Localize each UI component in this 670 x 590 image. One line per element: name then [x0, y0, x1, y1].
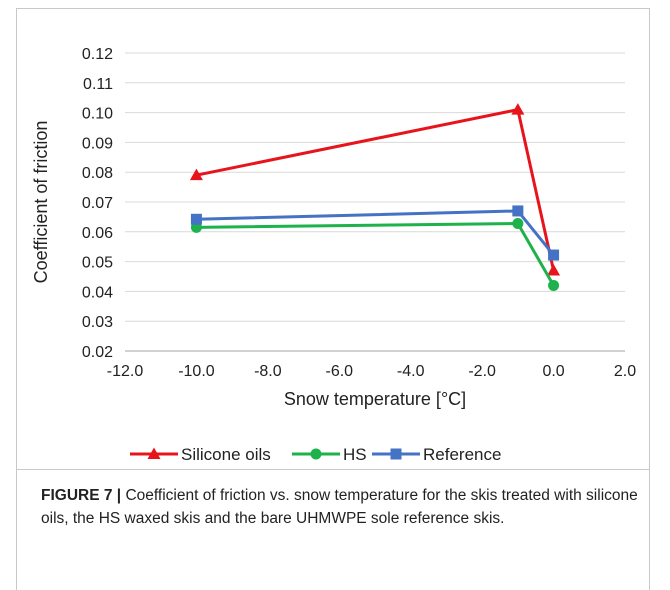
- data-point-circle: [512, 218, 523, 229]
- data-point-circle: [548, 280, 559, 291]
- legend-label: HS: [343, 445, 367, 464]
- caption-text: Coefficient of friction vs. snow tempera…: [41, 487, 638, 527]
- data-point-square: [512, 205, 523, 216]
- y-tick-label: 0.12: [82, 46, 113, 63]
- x-tick-label: -8.0: [254, 363, 282, 380]
- x-tick-label: -4.0: [397, 363, 425, 380]
- legend: Silicone oils HS Reference: [130, 445, 501, 464]
- y-tick-label: 0.04: [82, 284, 113, 301]
- y-tick-label: 0.07: [82, 195, 113, 212]
- y-tick-label: 0.02: [82, 344, 113, 361]
- data-point-square: [548, 250, 559, 261]
- y-tick-label: 0.09: [82, 135, 113, 152]
- figure-caption: FIGURE 7 | Coefficient of friction vs. s…: [41, 484, 641, 530]
- series-group: [190, 103, 560, 291]
- series-reference: [191, 205, 559, 260]
- x-tick-label: 2.0: [614, 363, 636, 380]
- legend-label: Reference: [423, 445, 501, 464]
- y-axis-label: Coefficient of friction: [31, 121, 51, 284]
- x-tick-label: -10.0: [178, 363, 215, 380]
- series-line: [196, 211, 553, 255]
- figure-label: FIGURE 7 |: [41, 487, 121, 504]
- data-point-square: [391, 449, 402, 460]
- series-hs: [191, 218, 559, 291]
- series-line: [196, 110, 553, 271]
- y-tick-label: 0.08: [82, 165, 113, 182]
- axes: 0.02 0.03 0.04 0.05 0.06 0.07 0.08 0.09 0.10 0.11…: [82, 46, 636, 380]
- x-tick-label: -12.0: [107, 363, 144, 380]
- data-point-triangle: [511, 103, 524, 115]
- figure-panel: 0.02 0.03 0.04 0.05 0.06 0.07 0.08 0.09 0.10 0.11…: [16, 8, 650, 590]
- legend-item: HS: [292, 445, 367, 464]
- y-tick-label: 0.06: [82, 225, 113, 242]
- y-tick-label: 0.10: [82, 106, 113, 123]
- legend-label: Silicone oils: [181, 445, 271, 464]
- y-tick-label: 0.03: [82, 314, 113, 331]
- legend-item: Silicone oils: [130, 445, 271, 464]
- x-axis-label: Snow temperature [°C]: [284, 389, 466, 409]
- series-silicone-oils: [190, 103, 560, 275]
- data-point-triangle: [547, 264, 560, 276]
- data-point-square: [191, 214, 202, 225]
- y-tick-label: 0.11: [83, 76, 113, 93]
- x-tick-label: -6.0: [325, 363, 353, 380]
- series-line: [196, 223, 553, 285]
- x-tick-label: -2.0: [468, 363, 496, 380]
- legend-item: Reference: [372, 445, 501, 464]
- y-tick-label: 0.05: [82, 255, 113, 272]
- data-point-circle: [311, 449, 322, 460]
- caption-divider: [17, 469, 649, 470]
- line-chart: 0.02 0.03 0.04 0.05 0.06 0.07 0.08 0.09 0.10 0.11…: [17, 9, 649, 469]
- x-tick-label: 0.0: [542, 363, 564, 380]
